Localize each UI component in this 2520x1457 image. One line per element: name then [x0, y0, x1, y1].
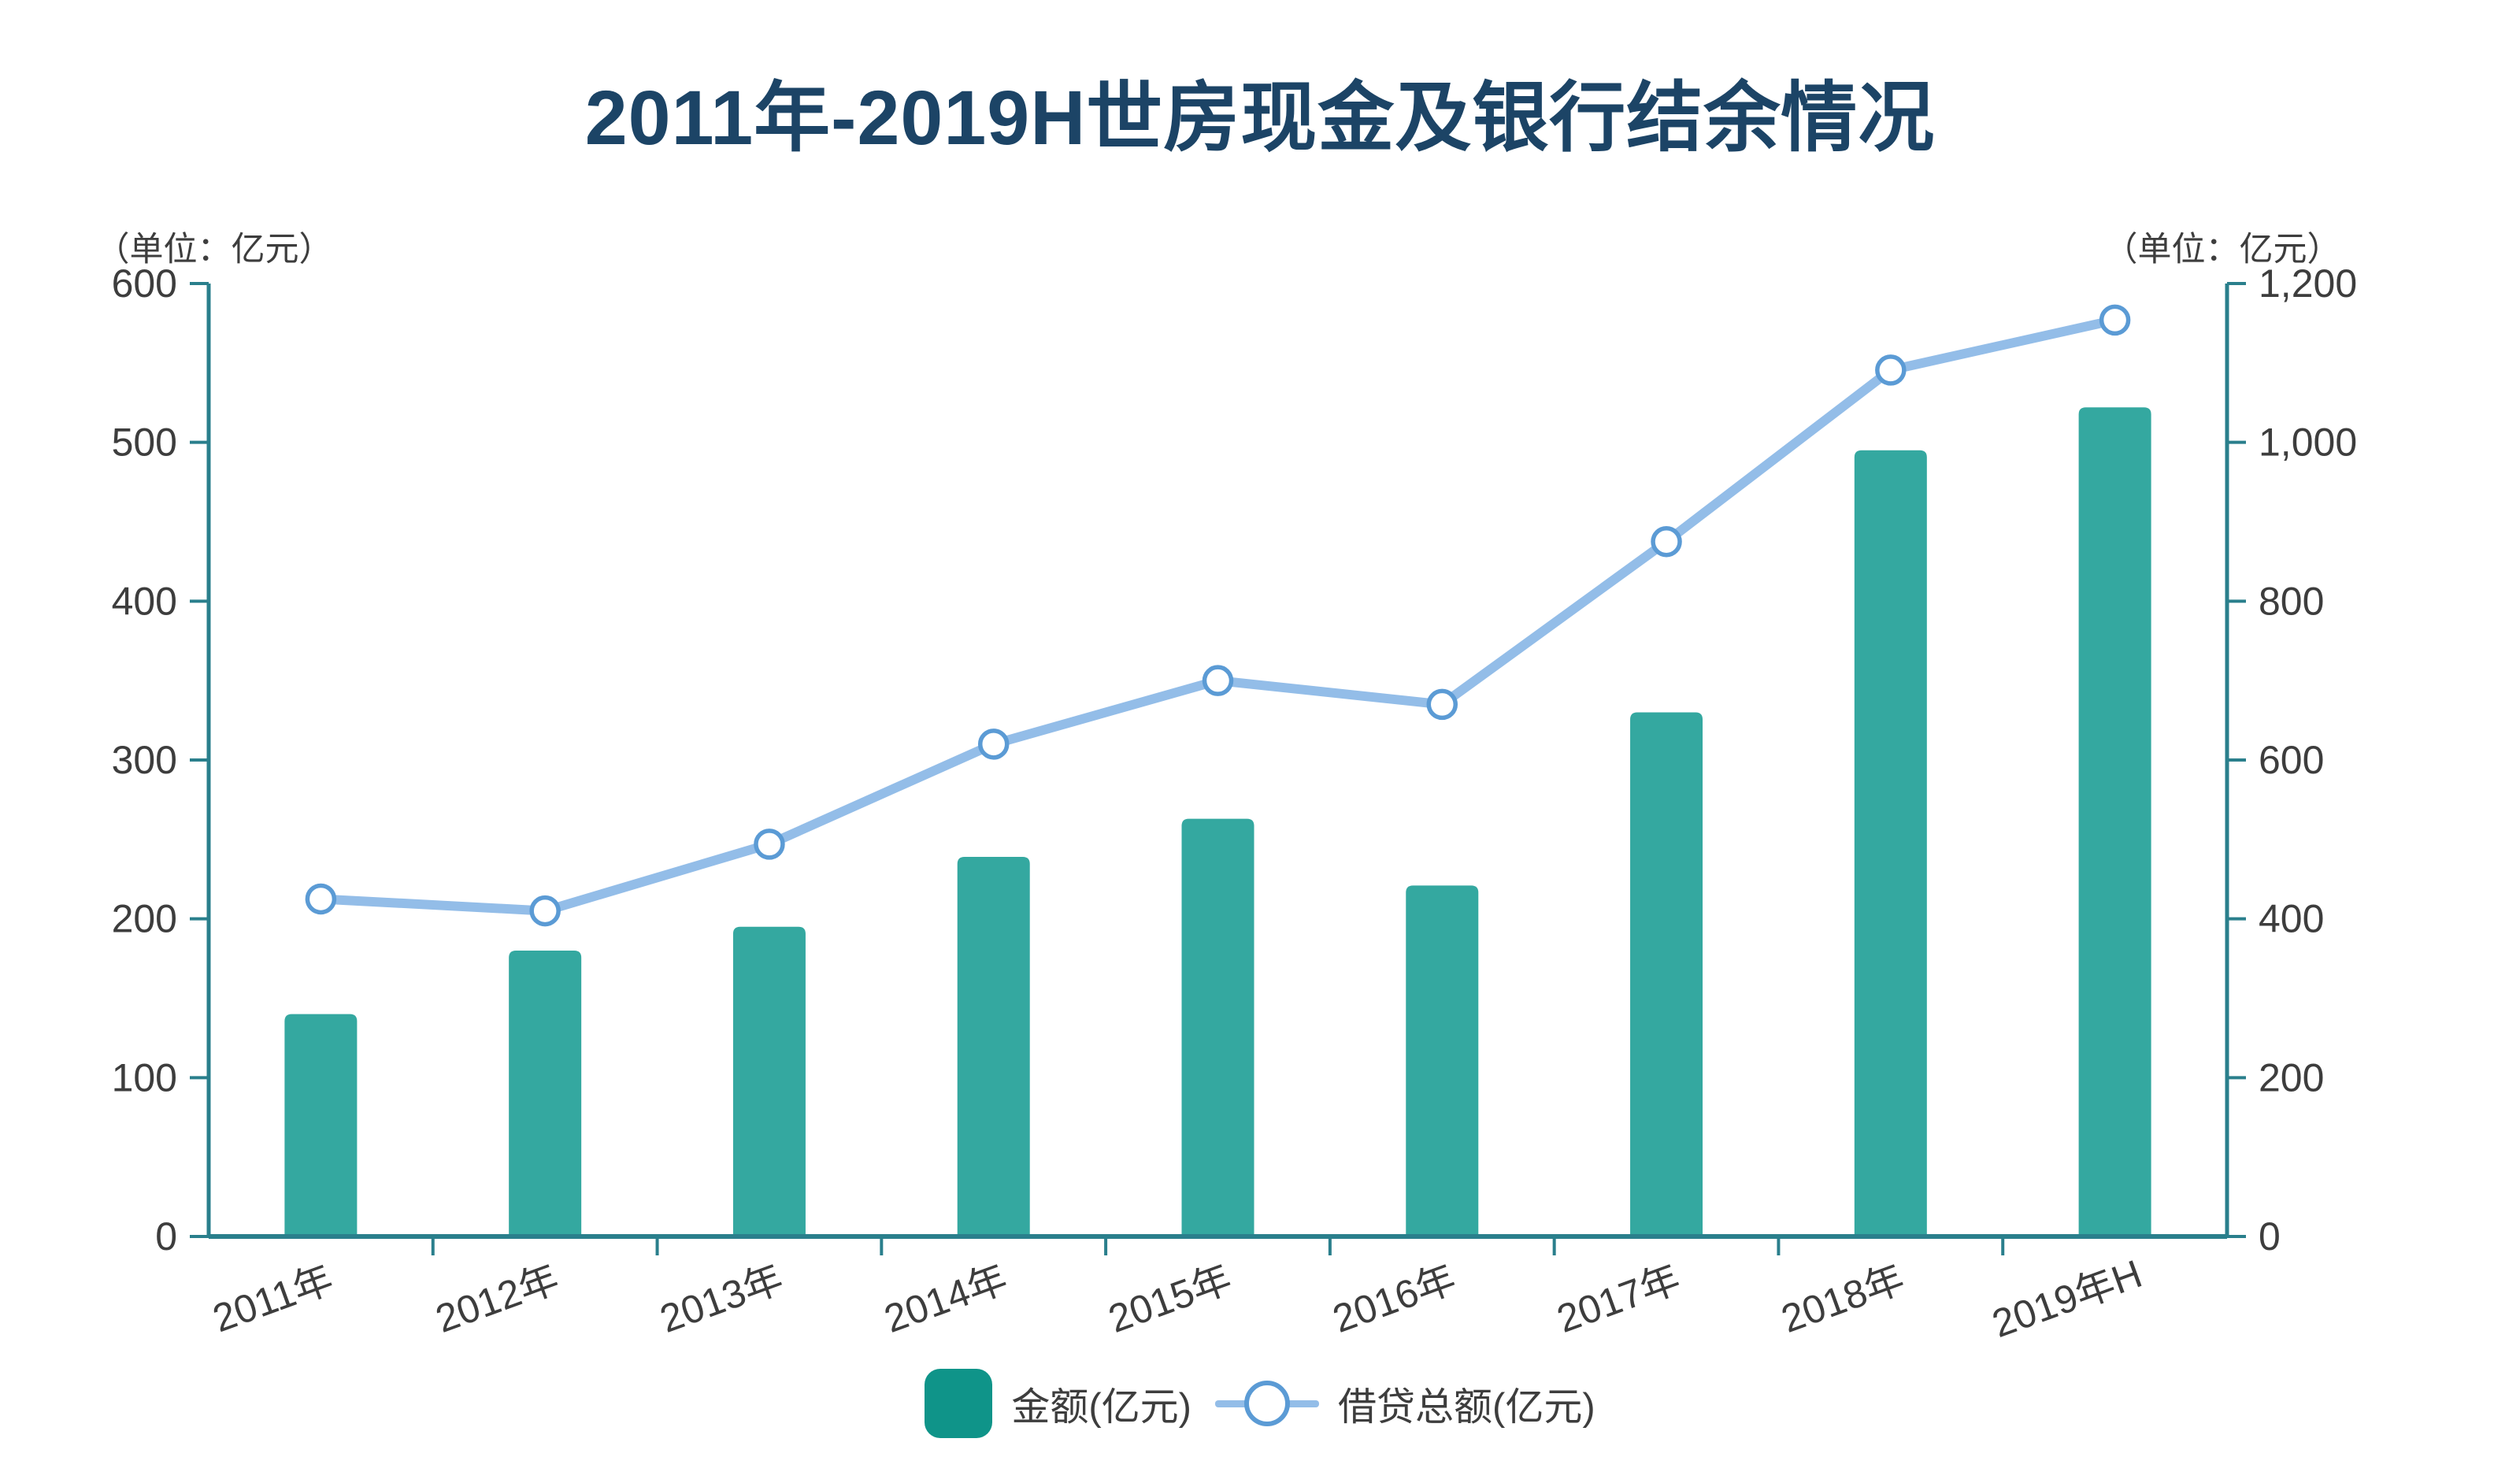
legend-bar-swatch-icon	[925, 1369, 993, 1438]
line-marker-2016年	[1426, 688, 1458, 721]
left-axis-tick-label-100: 100	[112, 1055, 177, 1099]
bar-2016年	[1406, 885, 1479, 1236]
bar-2013年	[732, 926, 806, 1236]
legend-item-amount: 金额(亿元)	[925, 1369, 1191, 1438]
line-marker-2012年	[529, 895, 561, 927]
legend-item-borrowings: 借贷总额(亿元)	[1215, 1369, 1595, 1438]
x-axis-label-2014年: 2014年	[879, 1256, 1014, 1341]
line-marker-2013年	[754, 829, 785, 860]
left-axis-tick-label-600: 600	[112, 261, 177, 306]
chart-title: 2011年-2019H世房现金及银行结余情况	[584, 75, 1936, 161]
line-marker-2015年	[1202, 665, 1234, 696]
legend: 金额(亿元) 借贷总额(亿元)	[0, 1369, 2520, 1438]
left-axis-tick-label-500: 500	[112, 421, 177, 465]
line-marker-2018年	[1875, 354, 1907, 386]
right-axis-tick-label-1,000: 1,000	[2259, 421, 2357, 465]
left-axis-tick-label-400: 400	[112, 579, 177, 623]
bar-2019年H	[2078, 407, 2151, 1236]
right-axis-tick-label-0: 0	[2259, 1214, 2281, 1259]
left-axis-unit-label: （单位：亿元）	[95, 231, 333, 269]
left-axis-tick-label-200: 200	[112, 897, 177, 941]
bar-2012年	[509, 951, 582, 1236]
right-axis-tick-label-1,200: 1,200	[2259, 261, 2357, 306]
bar-2011年	[284, 1014, 358, 1236]
x-axis-label-2013年: 2013年	[654, 1256, 789, 1341]
left-axis-tick-label-300: 300	[112, 738, 177, 782]
legend-circle-marker	[1244, 1381, 1290, 1426]
right-axis-unit-label: （单位：亿元）	[2103, 231, 2341, 269]
line-marker-2017年	[1651, 525, 1682, 558]
x-axis-label-2018年: 2018年	[1776, 1256, 1910, 1341]
left-axis-tick-label-0: 0	[155, 1214, 177, 1259]
x-axis-label-2015年: 2015年	[1102, 1256, 1237, 1341]
line-marker-2019年H	[2099, 304, 2131, 336]
right-axis-tick-label-600: 600	[2259, 738, 2324, 782]
line-marker-2011年	[305, 883, 337, 915]
right-axis-tick-label-800: 800	[2259, 579, 2324, 623]
x-axis-label-2012年: 2012年	[430, 1256, 565, 1341]
legend-line-label: 借贷总额(亿元)	[1338, 1385, 1595, 1429]
bar-2014年	[957, 857, 1030, 1236]
x-axis-label-2019年H: 2019年H	[1986, 1251, 2148, 1346]
legend-line-circle-icon	[1215, 1369, 1319, 1438]
bar-2015年	[1181, 818, 1254, 1236]
x-axis-label-2011年: 2011年	[207, 1257, 339, 1341]
bar-2018年	[1854, 450, 1927, 1236]
legend-bar-label: 金额(亿元)	[1011, 1385, 1191, 1429]
x-axis-label-2016年: 2016年	[1327, 1256, 1462, 1341]
right-axis-tick-label-200: 200	[2259, 1055, 2324, 1099]
line-marker-2014年	[977, 728, 1010, 760]
bar-2017年	[1630, 712, 1703, 1236]
x-axis-label-2017年: 2017年	[1551, 1256, 1686, 1341]
right-axis-tick-label-400: 400	[2259, 897, 2324, 941]
